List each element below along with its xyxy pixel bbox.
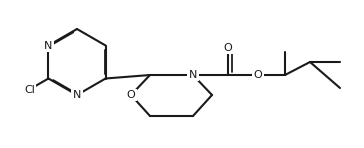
Text: O: O [223,43,232,53]
Text: N: N [189,70,197,80]
Text: O: O [254,70,262,80]
Text: O: O [127,90,135,100]
Text: N: N [44,41,53,50]
Text: Cl: Cl [24,85,35,95]
Text: N: N [73,90,81,100]
